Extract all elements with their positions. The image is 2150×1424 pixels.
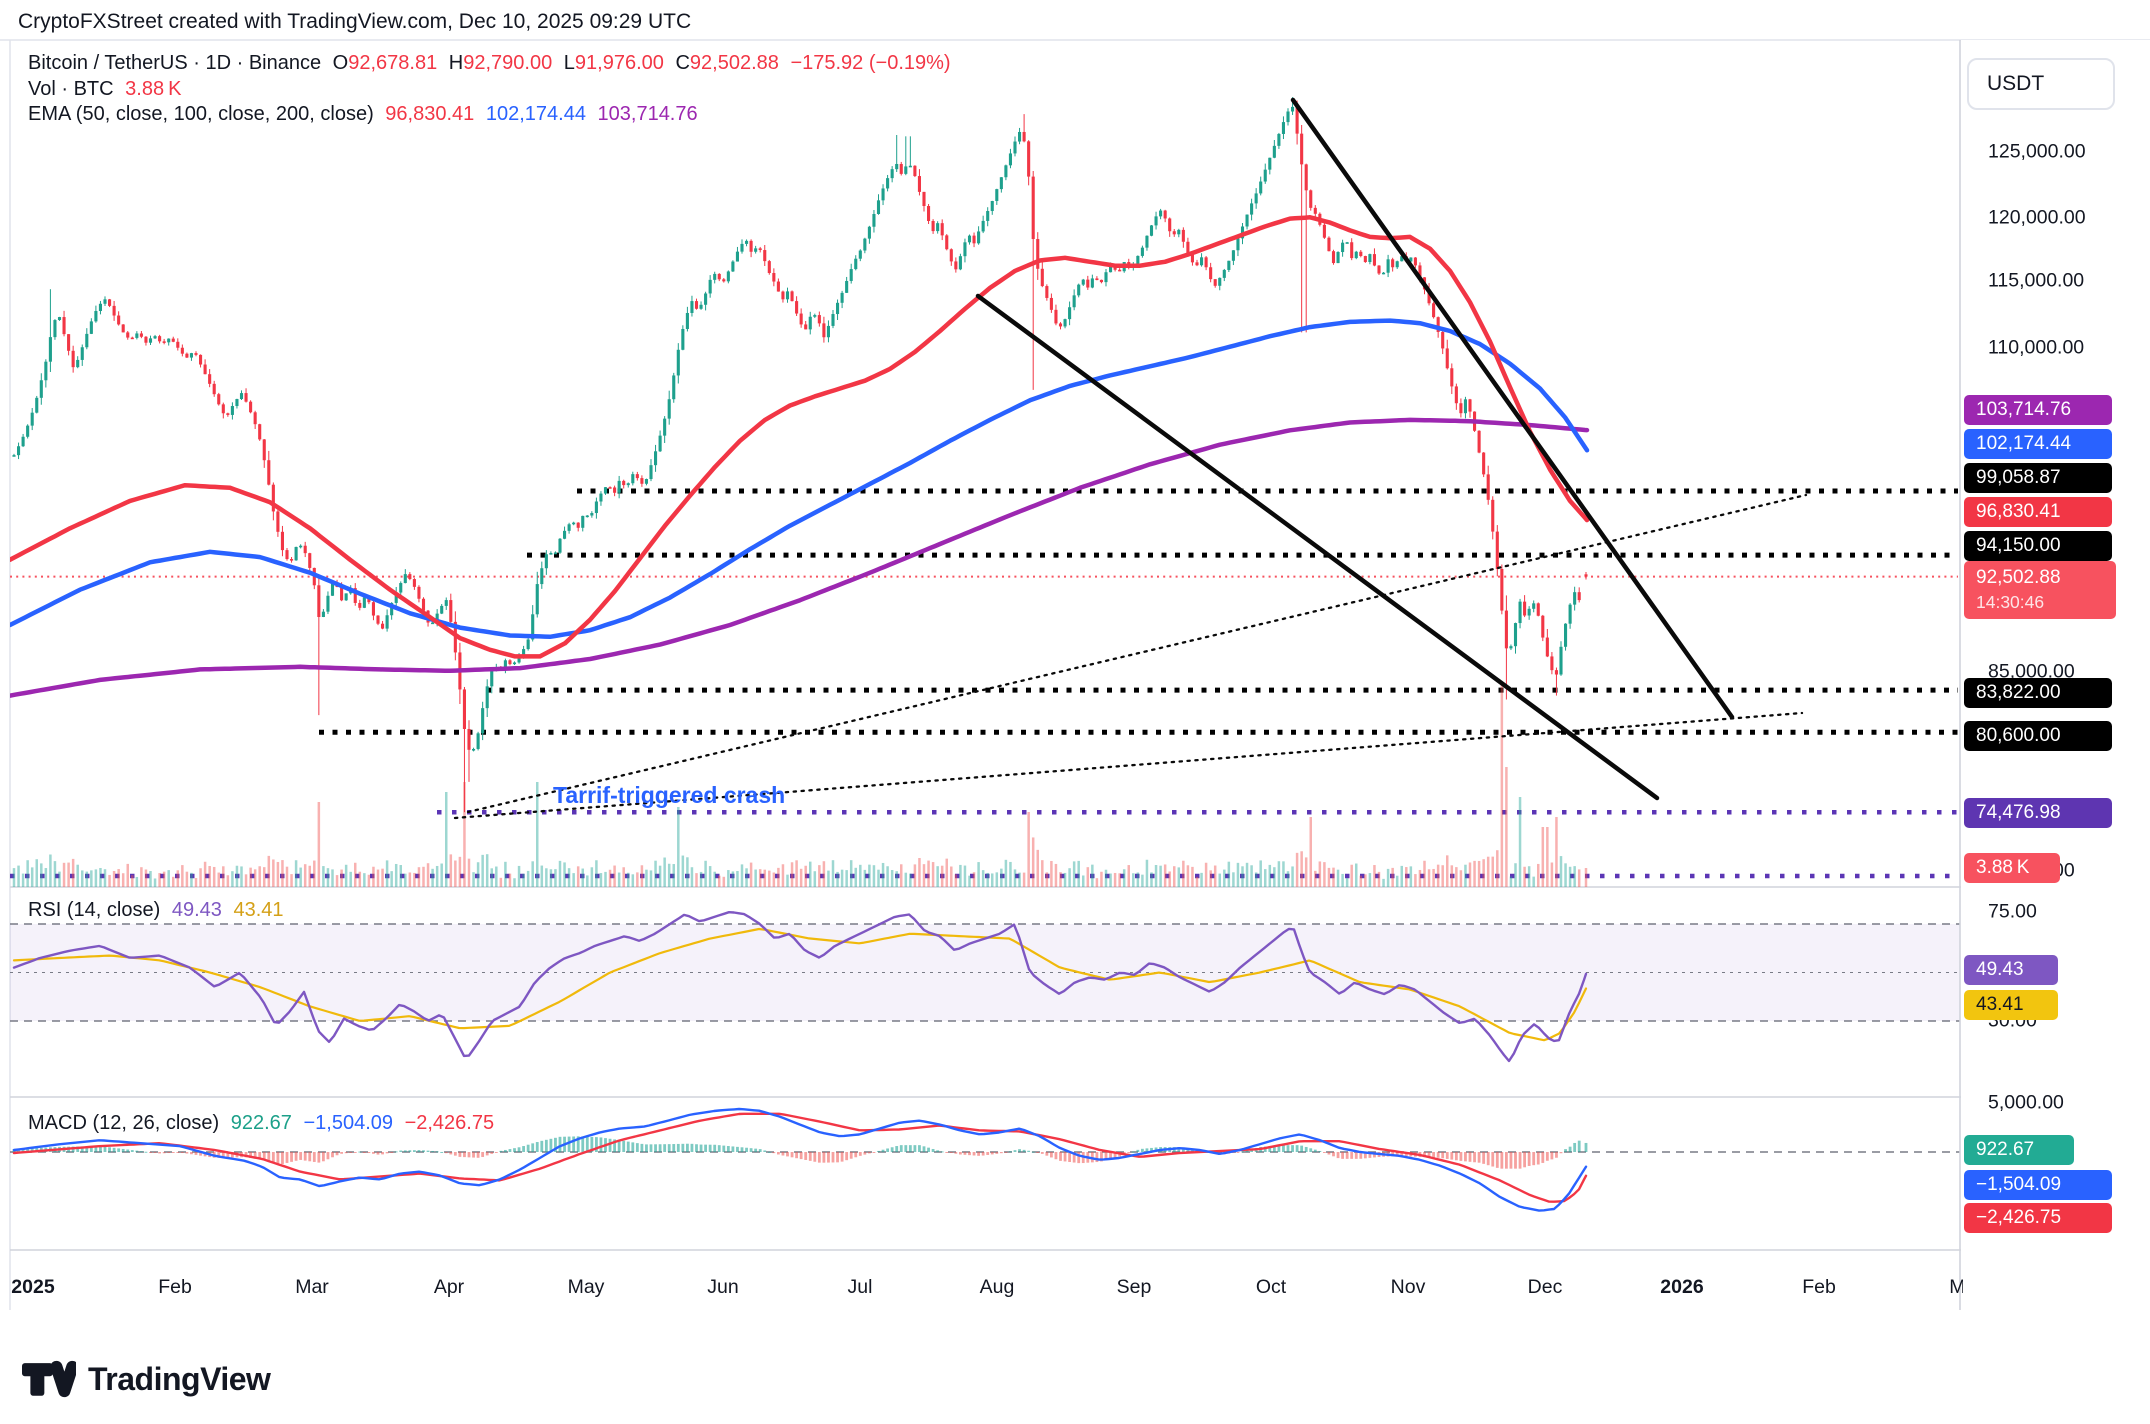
axis-time-tick: Sep <box>1116 1276 1152 1298</box>
chart-annotation[interactable]: Tarrif-triggered crash <box>553 782 786 808</box>
symbol-title[interactable]: Bitcoin / TetherUS · 1D · Binance <box>28 52 322 74</box>
axis-time-tick: Oct <box>1255 1276 1287 1298</box>
change-value: −175.92 (−0.19%) <box>790 52 951 74</box>
price-axis-badge: 99,058.87 <box>1964 463 2112 493</box>
volume-legend[interactable]: Vol · BTC 3.88 K <box>28 78 187 101</box>
price-axis-badge: 102,174.44 <box>1964 429 2112 459</box>
low-value: 91,976.00 <box>574 52 664 74</box>
rsi-legend[interactable]: RSI (14, close) 49.43 43.41 <box>28 899 290 922</box>
rsi-ma-value: 43.41 <box>233 899 284 921</box>
time-axis[interactable]: 2025 Feb Mar Apr May Jun Jul Aug Sep Oct Nov Dec 202… <box>10 1250 1963 1310</box>
axis-price-tick: 110,000.00 <box>1988 336 2085 359</box>
axis-time-tick: Nov <box>1390 1276 1426 1298</box>
rsi-value: 49.43 <box>171 899 222 921</box>
tradingview-logo[interactable]: TradingView <box>22 1352 271 1406</box>
volume-label[interactable]: Vol · BTC <box>28 78 114 100</box>
axis-time-tick: May <box>567 1276 605 1298</box>
macd-label[interactable]: MACD (12, 26, close) <box>28 1112 220 1134</box>
axis-time-tick: Mar <box>1949 1276 1963 1298</box>
rsi-label[interactable]: RSI (14, close) <box>28 899 161 921</box>
axis-time-tick: Aug <box>979 1276 1015 1298</box>
axis-price-tick: 85,000.00 <box>1988 660 2075 683</box>
tradingview-logo-icon <box>22 1360 76 1398</box>
close-value: 92,502.88 <box>689 52 779 74</box>
price-axis-badge: −1,504.09 <box>1964 1170 2112 1200</box>
ema-label[interactable]: EMA (50, close, 100, close, 200, close) <box>28 103 374 125</box>
price-axis-badge: 103,714.76 <box>1964 395 2112 425</box>
axis-price-tick: 125,000.00 <box>1988 140 2086 163</box>
open-value: 92,678.81 <box>348 52 438 74</box>
ema-legend[interactable]: EMA (50, close, 100, close, 200, close) … <box>28 103 704 126</box>
axis-price-tick: 115,000.00 <box>1988 269 2085 292</box>
price-axis-badge: 3.88 K <box>1964 853 2060 883</box>
price-axis-badge: 96,830.41 <box>1964 497 2112 527</box>
price-axis[interactable] <box>1961 40 2150 1310</box>
macd-legend[interactable]: MACD (12, 26, close) 922.67 −1,504.09 −2… <box>28 1112 500 1135</box>
axis-time-tick: 2026 <box>1660 1276 1704 1298</box>
open-label: O <box>332 52 349 74</box>
high-value: 92,790.00 <box>463 52 553 74</box>
price-axis-badge: 94,150.00 <box>1964 531 2112 561</box>
ema100-value: 102,174.44 <box>485 103 586 125</box>
low-label: L <box>563 52 575 74</box>
price-axis-badge: 922.67 <box>1964 1135 2074 1165</box>
price-axis-badge: 43.41 <box>1964 990 2058 1020</box>
axis-price-tick: 5,000.00 <box>1988 1091 2064 1114</box>
axis-time-tick: Apr <box>433 1276 465 1298</box>
price-axis-badge: 49.43 <box>1964 955 2058 985</box>
high-label: H <box>448 52 464 74</box>
axis-time-tick: Feb <box>1802 1276 1836 1298</box>
tradingview-logo-text: TradingView <box>88 1360 271 1397</box>
axis-price-tick: 75.00 <box>1988 900 2037 923</box>
price-axis-badge: −2,426.75 <box>1964 1203 2112 1233</box>
macd-hist-value: 922.67 <box>230 1112 292 1134</box>
ema50-value: 96,830.41 <box>385 103 475 125</box>
macd-signal-value: −2,426.75 <box>404 1112 495 1134</box>
close-label: C <box>675 52 690 74</box>
axis-time-tick: Feb <box>158 1276 192 1298</box>
axis-time-tick: Dec <box>1527 1276 1563 1298</box>
currency-toggle-button[interactable]: USDT <box>1967 58 2115 110</box>
macd-line-value: −1,504.09 <box>303 1112 393 1134</box>
axis-time-tick: Jul <box>847 1276 873 1298</box>
volume-value: 3.88 K <box>125 78 182 100</box>
axis-time-tick: Mar <box>295 1276 329 1298</box>
credit-line: CryptoFXStreet created with TradingView.… <box>18 10 692 33</box>
axis-time-tick: Jun <box>707 1276 739 1298</box>
price-axis-badge: 83,822.00 <box>1964 678 2112 708</box>
axis-time-tick: 2025 <box>11 1276 55 1298</box>
symbol-legend[interactable]: Bitcoin / TetherUS · 1D · Binance O92,67… <box>28 52 957 75</box>
axis-price-tick: 120,000.00 <box>1988 206 2086 229</box>
price-axis-badge: 92,502.88 14:30:46 <box>1964 561 2116 619</box>
price-axis-badge: 80,600.00 <box>1964 721 2112 751</box>
price-axis-badge: 74,476.98 <box>1964 798 2112 828</box>
ema200-value: 103,714.76 <box>597 103 698 125</box>
